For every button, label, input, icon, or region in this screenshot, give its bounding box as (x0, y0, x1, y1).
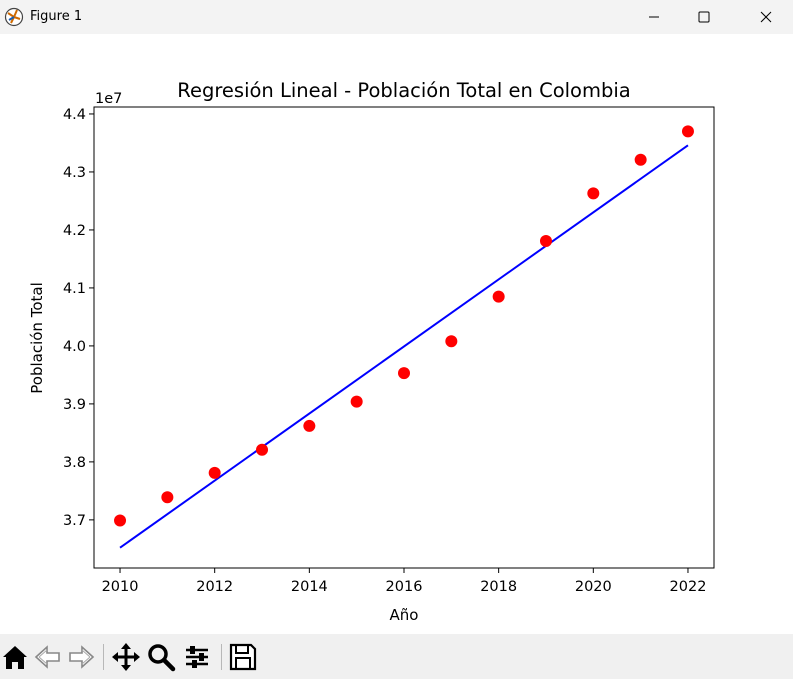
x-tick-label: 2022 (670, 579, 707, 595)
data-point (161, 491, 174, 504)
data-point (634, 153, 647, 166)
app-icon (4, 7, 24, 27)
plot-series (114, 125, 694, 549)
x-tick-label: 2020 (575, 579, 612, 595)
data-point (445, 335, 458, 348)
zoom-icon[interactable] (146, 642, 176, 672)
pan-icon[interactable] (111, 642, 141, 672)
data-point (208, 466, 221, 479)
regression-line (119, 144, 689, 549)
figure-canvas: Regresión Lineal - Población Total en Co… (0, 34, 793, 634)
y-tick-label: 4.0 (63, 339, 86, 355)
chart-title: Regresión Lineal - Población Total en Co… (177, 79, 630, 102)
data-point (350, 395, 363, 408)
data-point (303, 419, 316, 432)
minimize-icon (649, 16, 659, 18)
navigation-toolbar (0, 634, 793, 679)
y-axis-label: Población Total (28, 282, 46, 393)
y-tick-label: 4.3 (63, 165, 86, 181)
x-tick-label: 2010 (102, 579, 139, 595)
back-icon[interactable] (33, 642, 63, 672)
data-point (587, 187, 600, 200)
plot-frame (93, 106, 715, 569)
close-icon (760, 11, 772, 23)
title-bar: Figure 1 (0, 0, 793, 34)
x-tick-label: 2014 (291, 579, 328, 595)
data-point (681, 125, 694, 138)
toolbar-separator (221, 644, 222, 670)
data-point (539, 234, 552, 247)
minimize-button[interactable] (631, 0, 677, 34)
y-tick-label: 3.9 (63, 397, 86, 413)
y-tick-label: 4.2 (63, 223, 86, 239)
x-tick-label: 2012 (196, 579, 233, 595)
x-axis-label: Año (390, 606, 419, 624)
maximize-icon (698, 11, 710, 23)
configure-subplots-icon[interactable] (182, 642, 212, 672)
data-point (492, 290, 505, 303)
y-axis: 3.7 3.8 3.9 4.0 4.1 4.2 4.3 4.4 (63, 107, 94, 529)
y-offset-label: 1e7 (95, 91, 122, 107)
save-icon[interactable] (228, 642, 258, 672)
y-tick-label: 4.1 (63, 281, 86, 297)
close-button[interactable] (743, 0, 789, 34)
home-icon[interactable] (0, 642, 30, 672)
data-point (256, 443, 269, 456)
x-tick-label: 2018 (480, 579, 517, 595)
data-point (114, 514, 127, 527)
forward-icon[interactable] (66, 642, 96, 672)
chart: Regresión Lineal - Población Total en Co… (28, 79, 715, 624)
toolbar-separator (103, 644, 104, 670)
x-tick-label: 2016 (386, 579, 423, 595)
y-tick-label: 3.8 (63, 455, 86, 471)
data-point (398, 367, 410, 380)
window-title: Figure 1 (30, 9, 83, 24)
y-tick-label: 4.4 (63, 107, 86, 123)
y-tick-label: 3.7 (63, 513, 86, 529)
maximize-button[interactable] (681, 0, 727, 34)
x-axis: 2010 2012 2014 2016 2018 2020 2022 (102, 568, 707, 595)
